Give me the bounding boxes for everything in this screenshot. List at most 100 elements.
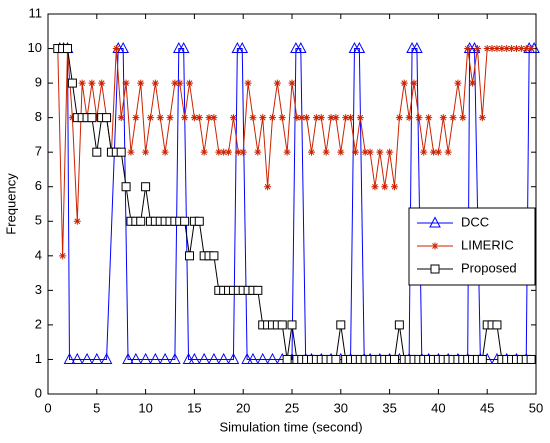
asterisk-marker (449, 114, 457, 122)
square-marker (430, 264, 440, 274)
square-marker (116, 147, 126, 157)
asterisk-marker (200, 148, 208, 156)
asterisk-marker (278, 114, 286, 122)
asterisk-marker (308, 148, 316, 156)
y-tick-label: 8 (35, 109, 42, 124)
asterisk-marker (332, 114, 340, 122)
triangle-marker (217, 352, 230, 364)
asterisk-marker (268, 114, 276, 122)
asterisk-marker (517, 45, 525, 53)
triangle-marker (130, 352, 142, 364)
asterisk-marker (273, 79, 281, 87)
triangle-marker (182, 352, 195, 364)
asterisk-marker (454, 79, 462, 87)
square-marker (336, 320, 346, 330)
legend-label: Proposed (461, 260, 517, 275)
y-tick-label: 6 (35, 178, 42, 193)
square-marker (102, 113, 112, 123)
y-axis-label: Frequency (3, 173, 18, 235)
asterisk-marker (171, 79, 179, 87)
asterisk-marker (303, 114, 311, 122)
square-marker (287, 320, 297, 330)
asterisk-marker (527, 45, 535, 53)
asterisk-marker (444, 148, 452, 156)
asterisk-marker (493, 45, 501, 53)
asterisk-marker (220, 148, 228, 156)
square-marker (67, 78, 77, 88)
asterisk-marker (410, 79, 418, 87)
asterisk-marker (122, 79, 130, 87)
asterisk-marker (405, 114, 413, 122)
square-marker (194, 216, 204, 226)
triangle-marker (71, 352, 84, 364)
asterisk-marker (488, 45, 496, 53)
asterisk-marker (395, 114, 403, 122)
asterisk-marker (88, 79, 96, 87)
asterisk-marker (176, 79, 184, 87)
triangle-marker (159, 352, 171, 364)
asterisk-marker (498, 45, 506, 53)
y-tick-label: 9 (35, 75, 42, 90)
asterisk-marker (288, 79, 296, 87)
asterisk-marker (439, 114, 447, 122)
asterisk-marker (473, 45, 481, 53)
asterisk-marker (327, 114, 335, 122)
asterisk-marker (386, 148, 394, 156)
triangle-marker (256, 352, 269, 364)
x-axis-label: Simulation time (second) (219, 419, 362, 434)
square-marker (389, 354, 399, 364)
asterisk-marker (366, 148, 374, 156)
asterisk-marker (351, 148, 359, 156)
triangle-marker (81, 352, 93, 364)
y-tick-label: 10 (28, 40, 42, 55)
y-tick-label: 11 (29, 5, 43, 20)
y-tick-label: 4 (35, 247, 42, 262)
asterisk-marker (234, 148, 242, 156)
square-marker (282, 354, 292, 364)
asterisk-marker (425, 114, 433, 122)
asterisk-marker (431, 242, 439, 250)
square-marker (277, 320, 287, 330)
triangle-marker (188, 352, 201, 364)
asterisk-marker (390, 183, 398, 191)
x-tick-label: 15 (187, 400, 201, 415)
triangle-marker (63, 352, 76, 364)
triangle-marker (100, 352, 113, 364)
triangle-marker (90, 352, 103, 364)
asterisk-marker (93, 114, 101, 122)
asterisk-marker (317, 114, 325, 122)
asterisk-marker (361, 148, 369, 156)
square-marker (185, 251, 195, 261)
asterisk-marker (434, 148, 442, 156)
asterisk-marker (293, 114, 301, 122)
triangle-marker (241, 352, 253, 364)
asterisk-marker (322, 148, 330, 156)
asterisk-marker (420, 148, 428, 156)
y-tick-label: 2 (35, 316, 42, 331)
triangle-marker (139, 352, 152, 364)
square-marker (141, 182, 151, 192)
triangle-marker (149, 352, 162, 364)
asterisk-marker (249, 114, 257, 122)
triangle-marker (169, 352, 181, 364)
square-marker (253, 285, 263, 295)
triangle-marker (247, 352, 259, 364)
square-marker (526, 354, 536, 364)
asterisk-marker (483, 45, 491, 53)
square-marker (121, 182, 131, 192)
y-tick-label: 3 (35, 282, 42, 297)
asterisk-marker (59, 252, 67, 260)
asterisk-marker (430, 148, 438, 156)
square-marker (136, 216, 146, 226)
asterisk-marker (312, 114, 320, 122)
asterisk-marker (347, 114, 355, 122)
square-marker (180, 216, 190, 226)
asterisk-marker (190, 114, 198, 122)
y-tick-label: 7 (35, 144, 42, 159)
asterisk-marker (342, 114, 350, 122)
asterisk-marker (400, 79, 408, 87)
asterisk-marker (469, 79, 477, 87)
triangle-marker (353, 41, 366, 54)
asterisk-marker (464, 45, 472, 53)
